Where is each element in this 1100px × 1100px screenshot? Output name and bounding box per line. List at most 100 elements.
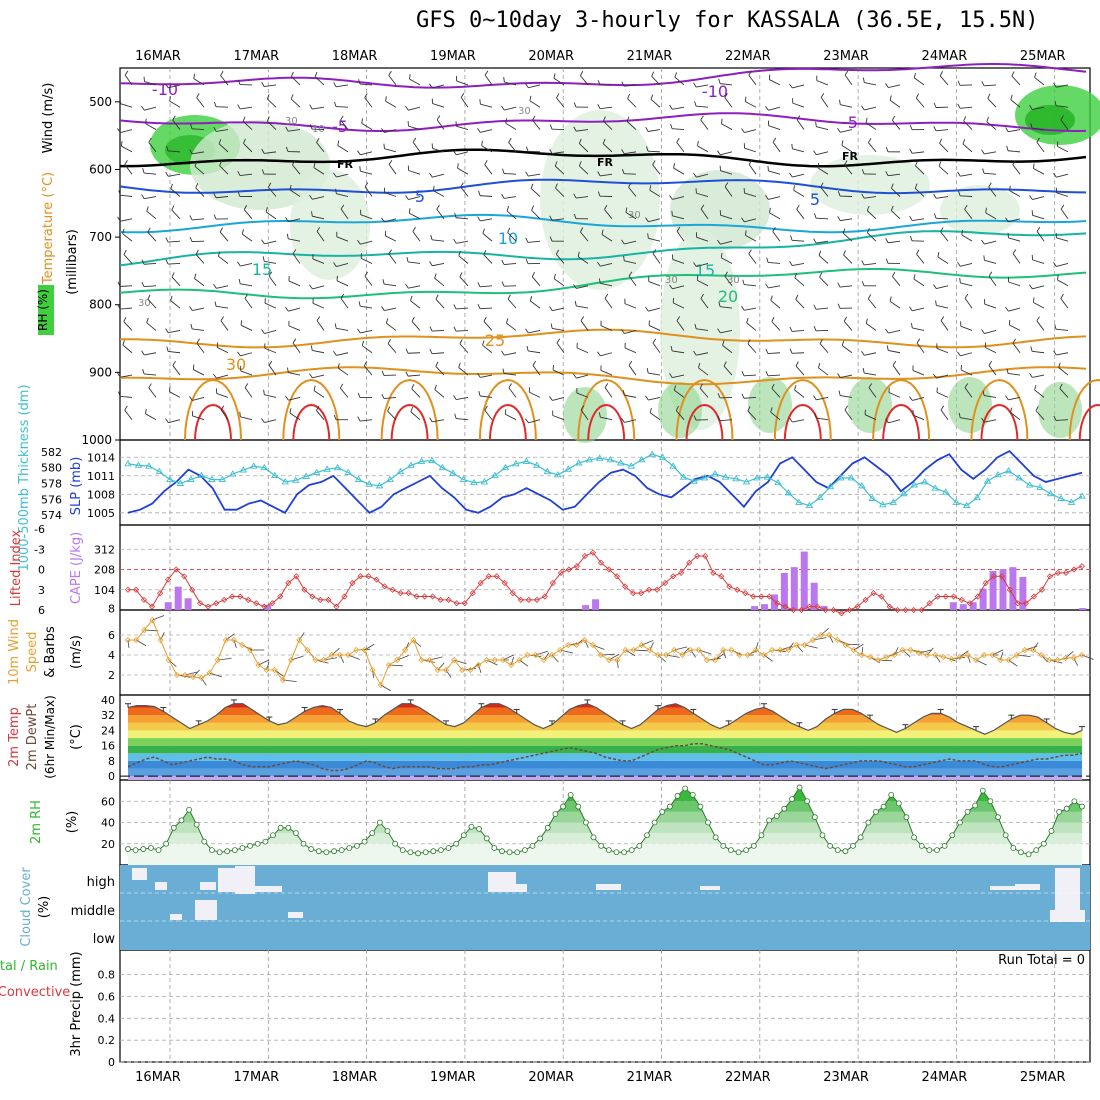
barb-staff	[576, 392, 589, 398]
barb-staff	[432, 103, 445, 108]
barb-flag	[501, 350, 505, 356]
barb-flag	[405, 348, 409, 354]
barb-flag	[337, 363, 340, 369]
barb-staff	[336, 263, 349, 268]
barb-flag	[789, 348, 793, 354]
wind-barb	[555, 183, 565, 197]
rh-point	[209, 847, 215, 854]
barb-flag	[676, 137, 680, 143]
wind-speed-point	[304, 646, 311, 654]
wind-barb	[1060, 294, 1069, 309]
date-label-bottom: 23MAR	[823, 1070, 869, 1085]
barb-staff	[504, 352, 517, 356]
barb-flag	[647, 233, 649, 239]
barb-flag	[861, 260, 865, 266]
wind-barb	[645, 395, 661, 401]
wind-speed-point	[190, 673, 197, 681]
lifted-index-point	[774, 600, 781, 607]
temp-band	[128, 760, 1082, 769]
lifted-index-point	[573, 563, 581, 570]
barb-flag	[189, 149, 193, 155]
thickness-point	[574, 459, 583, 466]
barb-staff	[580, 231, 589, 242]
wind-barb	[1012, 249, 1021, 264]
wind-barb	[700, 293, 709, 309]
wind-barb	[622, 390, 637, 398]
barb-staff	[144, 172, 157, 175]
barb-staff	[628, 275, 637, 287]
wind-speed-point	[826, 631, 833, 639]
rh-point	[689, 791, 696, 798]
wind-barb	[239, 411, 253, 421]
lifted-index-point	[285, 579, 292, 587]
rh-point	[903, 814, 910, 821]
rh2m-units-title: (%)	[65, 811, 80, 834]
barb-staff	[768, 261, 781, 264]
barb-staff	[507, 298, 517, 309]
wind-barb	[580, 405, 589, 420]
lifted-index-point	[1054, 569, 1062, 576]
wind-barb	[361, 340, 373, 354]
barb-flag	[405, 371, 409, 377]
wind-speed-point	[369, 666, 376, 674]
barb-staff	[337, 145, 349, 153]
wind-barb	[982, 390, 997, 398]
barb-staff	[600, 282, 613, 287]
barb-flag	[501, 193, 505, 199]
rh-point	[895, 800, 902, 807]
wind-barb	[360, 253, 373, 264]
cape-tick-label: 312	[94, 543, 115, 556]
barb-staff	[628, 365, 637, 376]
cape-axis-title: CAPE (J/kg)	[69, 532, 84, 604]
barb-flag	[1030, 123, 1033, 129]
barb-staff	[624, 84, 637, 87]
wind-barb	[510, 657, 514, 666]
wind-speed-point	[157, 636, 164, 644]
barb-flag	[484, 160, 488, 165]
barb-flag	[1036, 316, 1040, 322]
wind-barb	[122, 228, 133, 242]
lifted-index-point	[926, 600, 933, 607]
rh-point	[277, 824, 284, 831]
rh-point	[1048, 828, 1055, 834]
wind-barb	[240, 365, 253, 376]
wind-speed-point	[614, 656, 621, 664]
barb-flag	[168, 386, 171, 392]
barb-staff	[312, 106, 325, 110]
barb-staff	[336, 173, 349, 178]
barb-staff	[796, 209, 805, 220]
barb-flag	[1035, 406, 1039, 411]
barb-staff	[1032, 214, 1045, 220]
wind-barb	[693, 82, 709, 88]
thickness-point	[480, 478, 489, 485]
li-tick-label: -6	[34, 523, 45, 536]
temp-band	[128, 745, 1082, 754]
wind-barb	[309, 284, 325, 290]
barb-staff	[215, 106, 229, 108]
barb-flag	[794, 385, 797, 391]
barb-flag	[741, 393, 745, 399]
barb-flag	[597, 351, 601, 357]
rh-point	[575, 803, 582, 810]
barb-staff	[483, 254, 493, 264]
barb-flag	[410, 406, 414, 413]
wind-barb	[458, 250, 469, 264]
barb-staff	[552, 307, 565, 312]
barb-flag	[339, 383, 344, 389]
barb-staff	[792, 148, 805, 153]
barb-flag	[364, 271, 369, 277]
li-tick-label: 3	[38, 584, 45, 597]
temp-band	[128, 730, 1082, 739]
barb-flag	[217, 251, 221, 257]
wind-speed-point	[1046, 656, 1053, 664]
wind-barb	[819, 339, 829, 354]
barb-flag	[220, 70, 224, 76]
barb-flag	[285, 146, 289, 152]
barb-staff	[554, 165, 565, 175]
barb-staff	[316, 410, 325, 420]
thickness-point	[742, 478, 751, 485]
barb-flag	[865, 117, 868, 123]
wind-barb	[385, 318, 397, 331]
barb-staff	[1056, 237, 1069, 242]
lifted-index-point	[998, 573, 1005, 580]
